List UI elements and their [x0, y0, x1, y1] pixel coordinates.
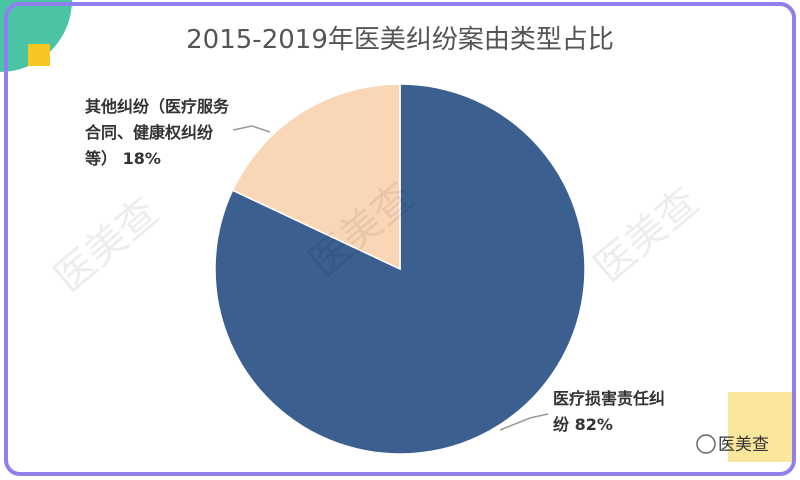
category-label: 其他纠纷（医疗服务合同、健康权纠纷等）: [85, 97, 230, 168]
wechat-icon: [696, 434, 716, 454]
pie: [214, 83, 586, 455]
data-label: 医疗损害责任纠纷 82%: [553, 386, 675, 438]
leader-line: [232, 125, 271, 133]
data-label: 其他纠纷（医疗服务合同、健康权纠纷等） 18%: [85, 94, 235, 172]
pie-slice: [231, 83, 401, 271]
corner-decoration: [0, 0, 72, 72]
source: 医美查: [718, 435, 769, 455]
watermark: 医美查: [46, 189, 167, 301]
value-label: 18%: [122, 149, 161, 168]
category-label: 医疗损害责任纠纷: [553, 389, 666, 434]
square-decoration: [28, 44, 50, 66]
chart-title: 2015-2019年医美纠纷案由类型占比: [186, 25, 614, 55]
watermark: 医美查: [586, 179, 707, 291]
value-label: 82%: [574, 415, 613, 434]
square-decoration: [728, 392, 794, 462]
frame: [4, 2, 796, 476]
leader-line: [499, 413, 549, 431]
